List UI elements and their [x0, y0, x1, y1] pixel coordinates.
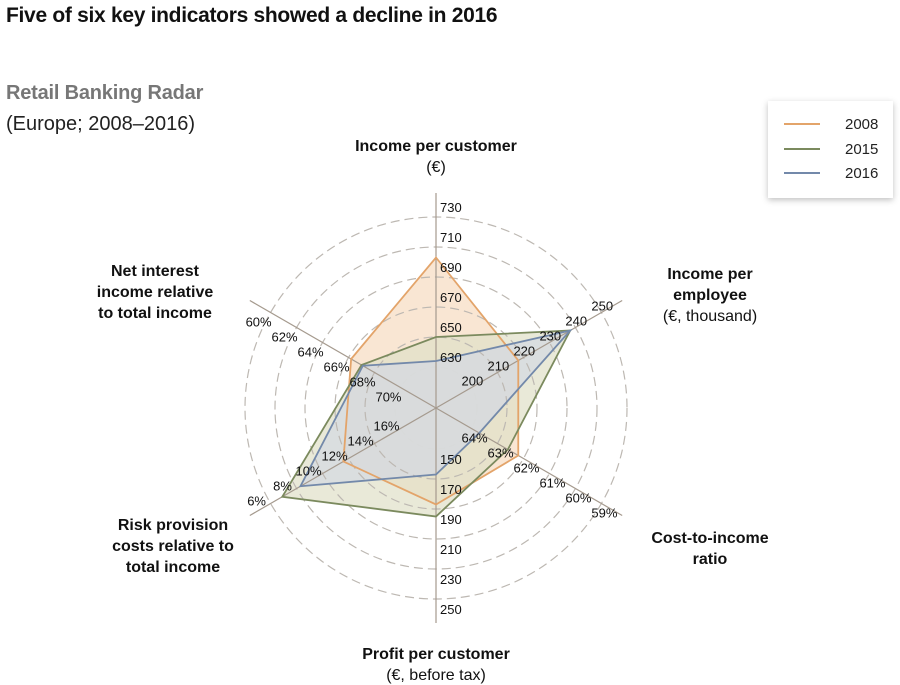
axis-title: Net interest [111, 263, 200, 280]
legend-swatch-2008 [784, 123, 820, 125]
axis-title: (€) [426, 159, 446, 176]
axis-title: costs relative to [112, 538, 234, 555]
axis-title: ratio [693, 551, 728, 568]
tick-label: 12% [322, 449, 348, 464]
tick-label: 730 [440, 200, 462, 215]
tick-label: 710 [440, 230, 462, 245]
legend-item-2016: 2016 [784, 163, 878, 183]
axis-title: to total income [98, 305, 212, 322]
tick-label: 16% [373, 419, 399, 434]
axis-line [435, 407, 623, 517]
legend-item-2008: 2008 [784, 114, 878, 134]
tick-label: 630 [440, 350, 462, 365]
axis-title: Cost-to-income [651, 530, 768, 547]
tick-label: 230 [440, 572, 462, 587]
axis-title: employee [673, 287, 747, 304]
grid-ring [364, 336, 508, 480]
legend-swatch-2016 [784, 172, 820, 174]
tick-label: 70% [375, 390, 401, 405]
axis-title: income relative [97, 284, 214, 301]
legend-label: 2008 [845, 115, 879, 133]
tick-label: 59% [591, 506, 617, 521]
tick-label: 8% [273, 479, 292, 494]
axis-title: (€, thousand) [663, 308, 757, 325]
tick-label: 62% [272, 330, 298, 345]
tick-label: 66% [324, 360, 350, 375]
tick-label: 190 [440, 512, 462, 527]
tick-label: 14% [347, 434, 373, 449]
legend-label: 2016 [845, 164, 879, 182]
tick-label: 650 [440, 320, 462, 335]
axis-title: Income per customer [355, 138, 517, 155]
tick-label: 64% [462, 431, 488, 446]
chart-subtitle: (Europe; 2008–2016) [6, 113, 196, 135]
tick-label: 68% [349, 375, 375, 390]
tick-label: 690 [440, 260, 462, 275]
tick-label: 240 [565, 314, 587, 329]
legend-swatch-2015 [784, 148, 820, 150]
tick-label: 170 [440, 482, 462, 497]
tick-label: 10% [296, 464, 322, 479]
tick-label: 6% [247, 494, 266, 509]
legend: 2008 2015 2016 [768, 101, 893, 198]
tick-label: 150 [440, 452, 462, 467]
axis-line [435, 299, 623, 409]
tick-label: 670 [440, 290, 462, 305]
tick-label: 230 [539, 329, 561, 344]
axis-title: total income [126, 559, 220, 576]
chart-title: Retail Banking Radar [6, 82, 204, 104]
tick-label: 63% [487, 446, 513, 461]
headline: Five of six key indicators showed a decl… [6, 4, 498, 27]
tick-label: 64% [298, 345, 324, 360]
tick-label: 210 [440, 542, 462, 557]
tick-label: 200 [462, 374, 484, 389]
axis-title: Risk provision [118, 517, 228, 534]
axis-title: (€, before tax) [386, 667, 486, 684]
tick-label: 61% [539, 476, 565, 491]
tick-label: 250 [591, 299, 613, 314]
tick-label: 60% [246, 315, 272, 330]
axis-line [249, 299, 437, 409]
tick-label: 210 [487, 359, 509, 374]
legend-label: 2015 [845, 140, 879, 158]
tick-label: 60% [565, 491, 591, 506]
tick-label: 250 [440, 602, 462, 617]
tick-label: 62% [513, 461, 539, 476]
axis-title: Profit per customer [362, 646, 510, 663]
axis-title: Income per [667, 266, 752, 283]
tick-label: 220 [513, 344, 535, 359]
legend-item-2015: 2015 [784, 139, 878, 159]
